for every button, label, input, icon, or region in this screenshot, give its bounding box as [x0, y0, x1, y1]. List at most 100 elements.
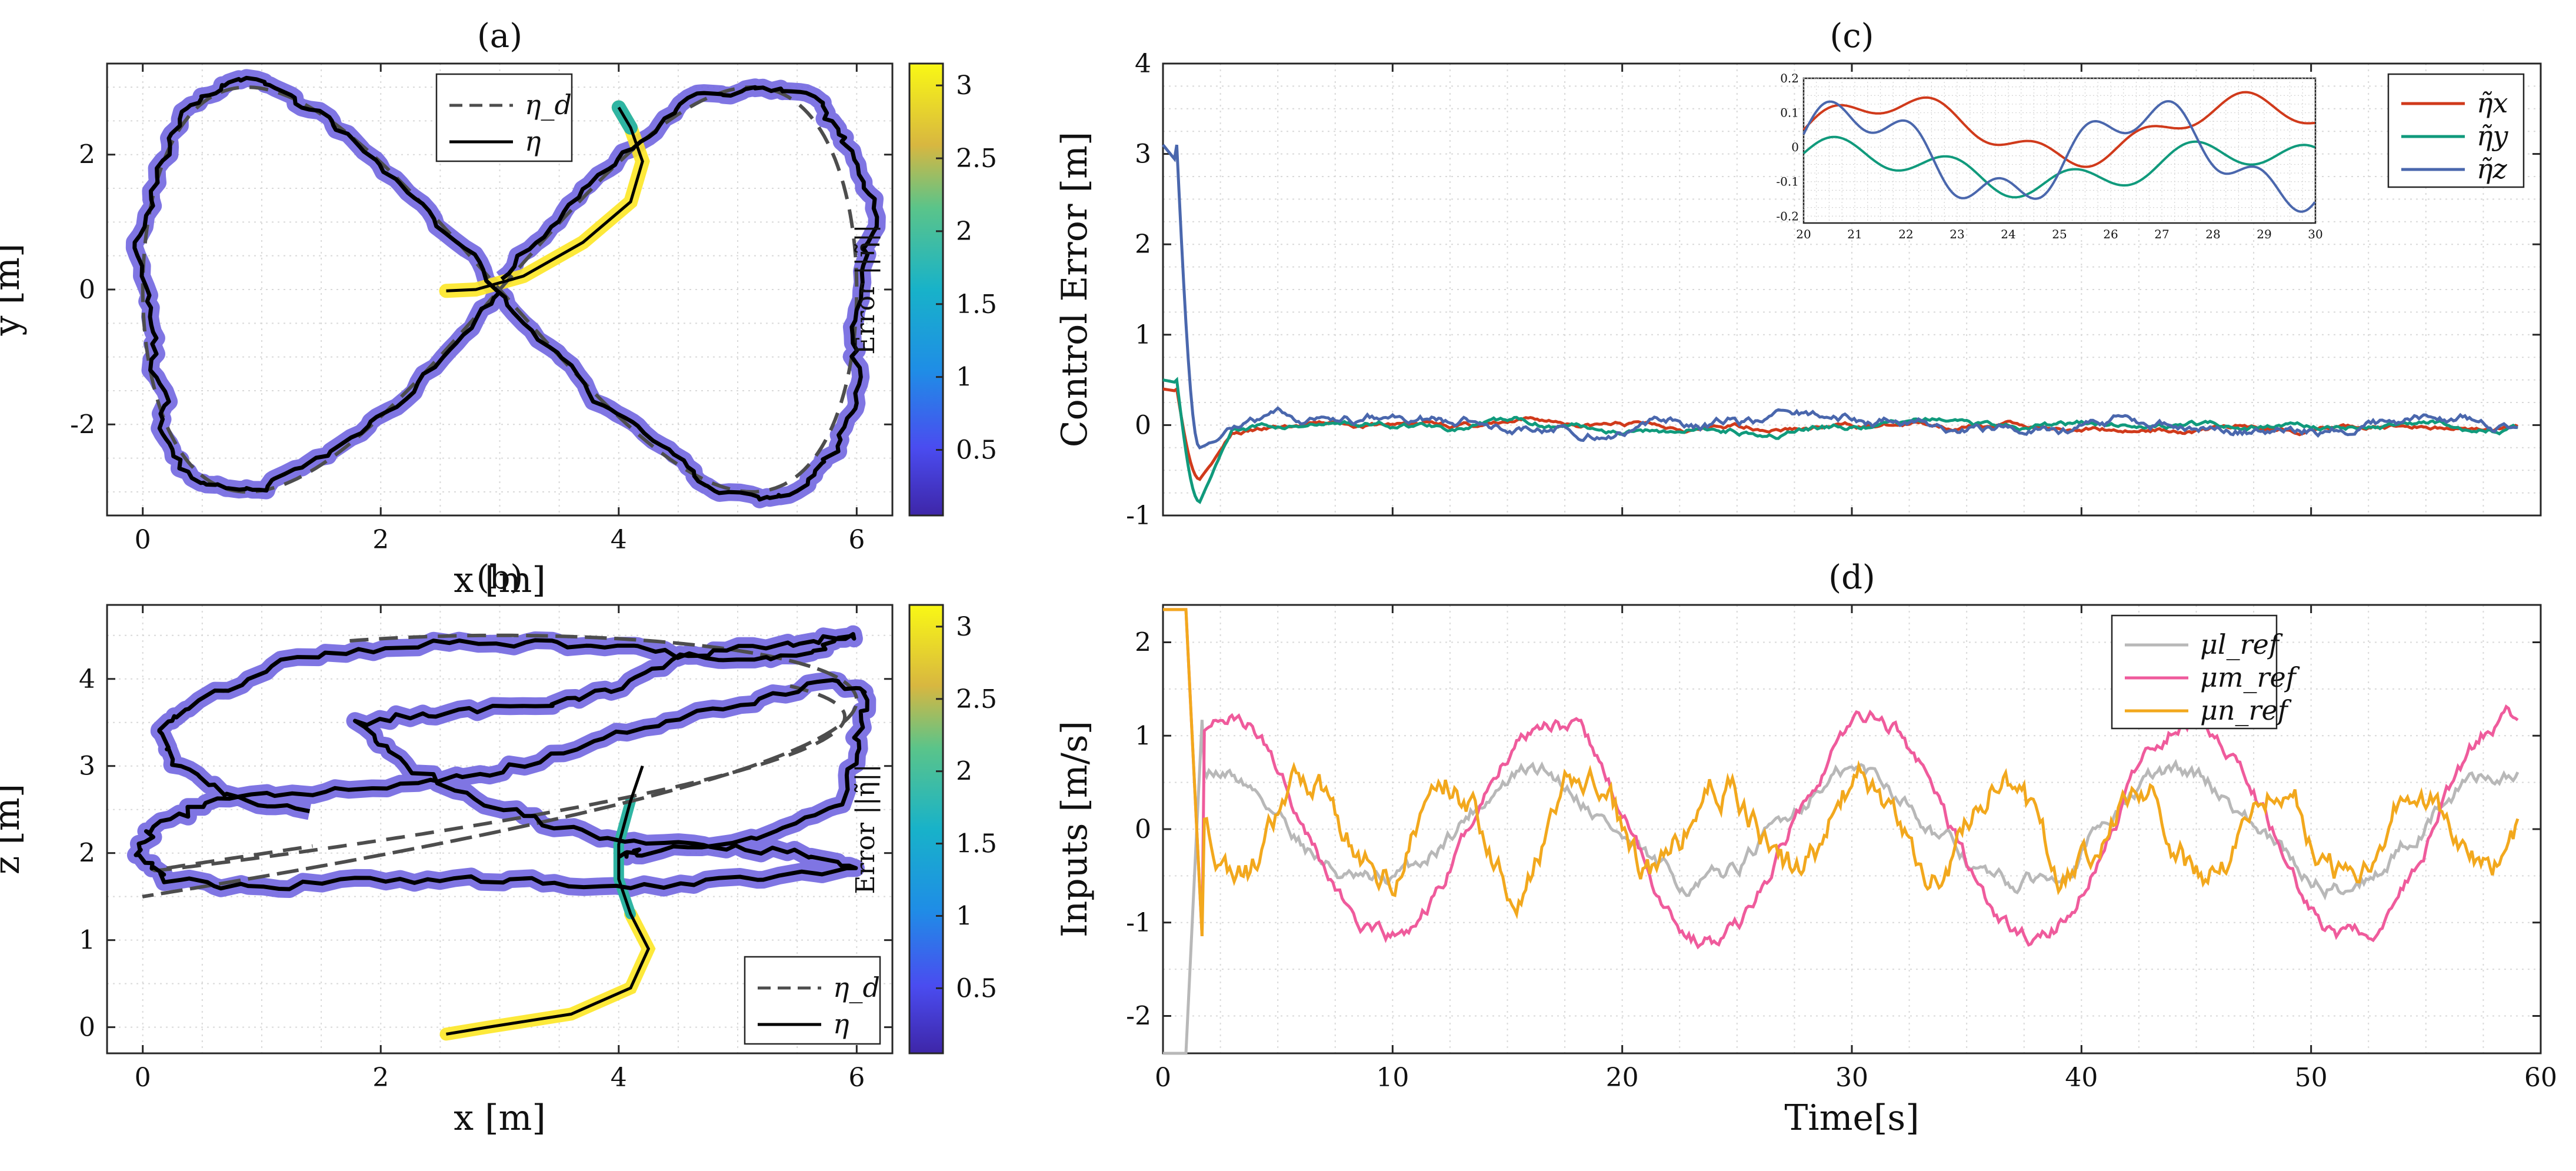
- y-tick-label: 0: [79, 1013, 95, 1043]
- colorbar-tick-label: 1: [956, 901, 972, 931]
- legend-entry: μn_ref: [2200, 694, 2292, 726]
- x-tick-label: 2: [372, 525, 389, 555]
- minor-grid: [1162, 605, 2541, 1053]
- x-tick-label: 30: [1835, 1063, 1868, 1093]
- y-tick-label: -2: [70, 410, 95, 440]
- y-axis-label: z [m]: [0, 784, 28, 874]
- panel-label: (d): [1828, 558, 1875, 597]
- legend-entry: η: [525, 125, 541, 157]
- series-line-mu-n: [1163, 608, 2520, 937]
- colorbar-title: Error ||η̃||: [851, 764, 881, 894]
- inset-zoom: 20 21 22 23 24 25 26 27 28 29 30 -0.2 -0.1 0 0.1 0.2: [1776, 71, 2322, 241]
- x-tick-label: 50: [2295, 1063, 2328, 1093]
- y-tick-label: 2: [79, 839, 95, 869]
- colorbar-tick-label: 3: [956, 612, 972, 642]
- legend-entry: η̃x: [2477, 87, 2508, 119]
- y-tick-label: 3: [1135, 139, 1151, 169]
- colorbar-tick-label: 2.5: [956, 684, 997, 714]
- inset-y-tick-label: 0.1: [1780, 106, 1799, 120]
- series-line-eta-x: [1162, 386, 2518, 481]
- colorbar-tick-label: 1.5: [956, 829, 997, 859]
- colorbar-title: Error ||η̃||: [851, 224, 881, 354]
- inset-x-tick-label: 25: [2052, 227, 2067, 241]
- x-tick-label: 6: [848, 1063, 865, 1093]
- inset-y-tick-label: -0.1: [1776, 175, 1799, 189]
- x-axis-label: Time[s]: [1784, 1097, 1919, 1139]
- series-line-eta-y: [1162, 377, 2518, 504]
- y-axis-label: Control Error [m]: [1054, 132, 1095, 448]
- legend-entry: η̃y: [2477, 120, 2509, 152]
- y-tick-label: -1: [1126, 908, 1151, 938]
- panel-b-trajectory-xz: 0 2 4 6 0 1 2 3 4 (b) z [m] x [m] η_d η: [0, 558, 894, 1139]
- y-tick-label: 1: [1135, 320, 1151, 350]
- panel-label: (a): [477, 17, 522, 55]
- colorbar-tick-label: 2: [956, 757, 972, 787]
- y-tick-label: -2: [1126, 1002, 1151, 1032]
- x-axis-label: x [m]: [454, 1097, 546, 1139]
- legend-box: [744, 956, 881, 1045]
- panel-label: (c): [1829, 17, 1874, 55]
- x-axis-label: x [m]: [454, 560, 546, 601]
- colorbar-tick-label: 3: [956, 71, 972, 101]
- y-tick-label: -1: [1126, 501, 1151, 531]
- legend-entry: μm_ref: [2200, 661, 2300, 693]
- colorbar-gradient: [908, 62, 944, 517]
- x-tick-label: 0: [135, 525, 151, 555]
- legend-entry: η_d: [525, 89, 572, 121]
- y-tick-label: 3: [79, 751, 95, 781]
- actual-path-eta: [134, 632, 869, 891]
- inset-x-tick-label: 28: [2205, 227, 2220, 241]
- colorbar-tick-label: 1.5: [956, 290, 997, 320]
- inset-series-line: [1802, 100, 2316, 213]
- legend-entry: η: [833, 1008, 849, 1040]
- x-tick-label: 4: [611, 1063, 627, 1093]
- series-line-eta-z: [1162, 144, 2518, 450]
- y-tick-label: 2: [79, 140, 95, 170]
- colorbar-tick-label: 0.5: [956, 973, 997, 1003]
- panel-label: (b): [476, 558, 524, 597]
- inset-x-tick-label: 26: [2103, 227, 2118, 241]
- inset-x-tick-label: 29: [2257, 227, 2271, 241]
- y-axis-label: y [m]: [0, 244, 28, 337]
- y-tick-label: 1: [79, 926, 95, 956]
- inset-x-tick-label: 20: [1796, 227, 1811, 241]
- y-tick-label: 4: [79, 664, 95, 694]
- y-tick-label: 1: [1135, 721, 1151, 751]
- panel-a-colorbar: 0.5 1 1.5 2 2.5 3 Error ||η̃||: [851, 62, 997, 517]
- actual-path-transient: [446, 107, 644, 292]
- panel-b-colorbar: 0.5 1 1.5 2 2.5 3 Error ||η̃||: [851, 604, 997, 1054]
- x-tick-label: 2: [372, 1063, 389, 1093]
- inset-x-tick-label: 21: [1847, 227, 1862, 241]
- y-tick-label: 0: [1135, 410, 1151, 440]
- inset-x-tick-label: 27: [2154, 227, 2169, 241]
- inset-y-tick-label: -0.2: [1776, 209, 1799, 223]
- desired-path-eta-d-2: [151, 684, 847, 873]
- y-tick-label: 0: [79, 275, 95, 305]
- x-tick-label: 6: [848, 525, 865, 555]
- desired-path-eta-d: [141, 85, 859, 494]
- inset-x-tick-label: 22: [1898, 227, 1913, 241]
- y-axis-label: Inputs [m/s]: [1054, 721, 1095, 937]
- colorbar-tick-label: 2.5: [956, 144, 997, 174]
- legend-box: [435, 73, 573, 162]
- y-tick-label: 0: [1135, 814, 1151, 844]
- series-line-mu-l: [1163, 720, 2520, 1055]
- x-tick-label: 40: [2065, 1063, 2098, 1093]
- inset-series-line: [1802, 91, 2315, 168]
- y-tick-label: 2: [1135, 628, 1151, 658]
- inset-x-tick-label: 24: [2001, 227, 2015, 241]
- desired-path-eta-d: [142, 633, 859, 899]
- colorbar-tick-label: 1: [956, 362, 972, 392]
- inset-y-tick-label: 0.2: [1780, 71, 1799, 85]
- x-tick-label: 20: [1606, 1063, 1639, 1093]
- inset-x-tick-label: 30: [2308, 227, 2322, 241]
- x-tick-label: 4: [611, 525, 627, 555]
- x-tick-label: 0: [1155, 1063, 1171, 1093]
- x-tick-label: 60: [2524, 1063, 2557, 1093]
- actual-path-transient: [446, 765, 651, 1036]
- legend-entry: μl_ref: [2200, 628, 2283, 660]
- legend-entry: η_d: [833, 972, 880, 1003]
- axes-frame: [106, 604, 894, 1054]
